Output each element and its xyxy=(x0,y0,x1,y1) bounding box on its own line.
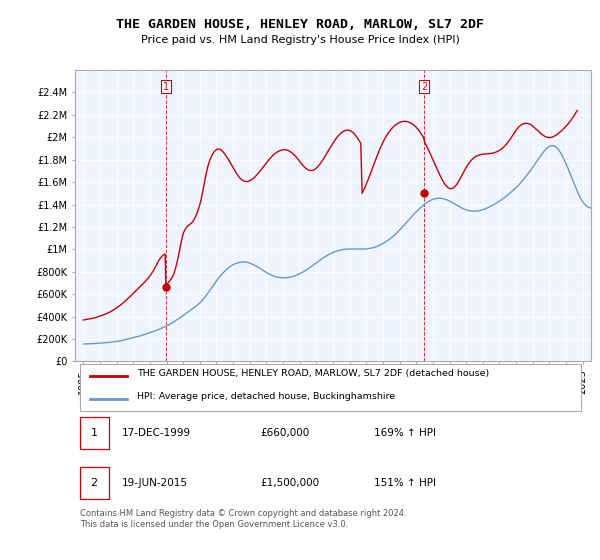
Text: THE GARDEN HOUSE, HENLEY ROAD, MARLOW, SL7 2DF (detached house): THE GARDEN HOUSE, HENLEY ROAD, MARLOW, S… xyxy=(137,369,489,378)
Text: 2: 2 xyxy=(91,478,98,488)
Text: 19-JUN-2015: 19-JUN-2015 xyxy=(121,478,187,488)
Text: 151% ↑ HPI: 151% ↑ HPI xyxy=(374,478,436,488)
Text: £1,500,000: £1,500,000 xyxy=(261,478,320,488)
FancyBboxPatch shape xyxy=(80,363,581,412)
FancyBboxPatch shape xyxy=(80,417,109,449)
Text: 17-DEC-1999: 17-DEC-1999 xyxy=(121,428,191,438)
Text: HPI: Average price, detached house, Buckinghamshire: HPI: Average price, detached house, Buck… xyxy=(137,392,395,401)
Text: 1: 1 xyxy=(91,428,98,438)
Text: 1: 1 xyxy=(163,82,169,92)
FancyBboxPatch shape xyxy=(80,467,109,499)
Text: Price paid vs. HM Land Registry's House Price Index (HPI): Price paid vs. HM Land Registry's House … xyxy=(140,35,460,45)
Text: £660,000: £660,000 xyxy=(261,428,310,438)
Text: THE GARDEN HOUSE, HENLEY ROAD, MARLOW, SL7 2DF: THE GARDEN HOUSE, HENLEY ROAD, MARLOW, S… xyxy=(116,18,484,31)
Text: 2: 2 xyxy=(421,82,427,92)
Text: 169% ↑ HPI: 169% ↑ HPI xyxy=(374,428,436,438)
Text: Contains HM Land Registry data © Crown copyright and database right 2024.
This d: Contains HM Land Registry data © Crown c… xyxy=(80,509,407,529)
